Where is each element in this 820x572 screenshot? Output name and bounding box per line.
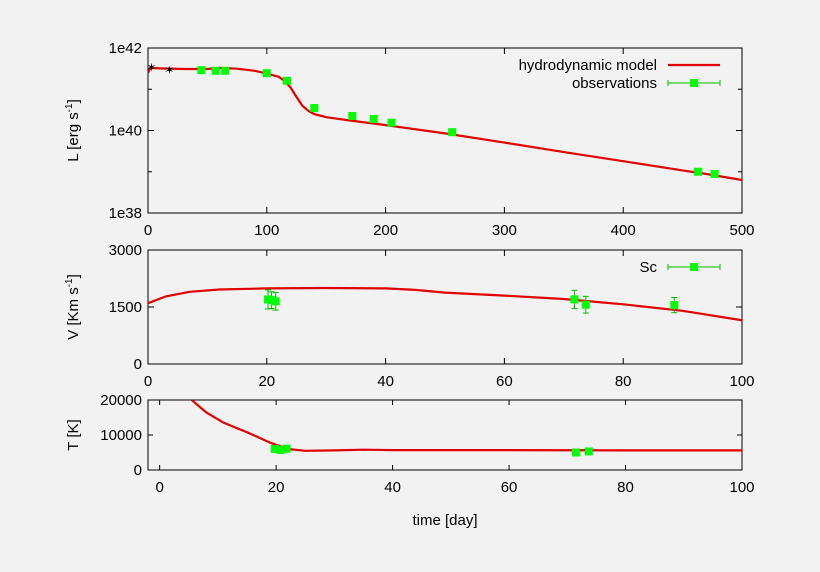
x-tick-label: 80 [617, 479, 634, 496]
observation-point [448, 128, 457, 137]
x-tick-label: 200 [373, 222, 398, 239]
x-tick-label: 400 [611, 222, 636, 239]
observation-point [710, 170, 719, 179]
early-observation-point: ✶ [164, 63, 174, 77]
y-tick-label: 3000 [109, 242, 142, 259]
observation-point [570, 295, 579, 304]
legend-point-swatch [690, 263, 698, 271]
legend-label: observations [572, 75, 657, 92]
x-tick-label: 40 [384, 479, 401, 496]
temperature-y-axis-label: T [K] [65, 419, 82, 450]
velocity-panel: 0 20 40 60 80 100 0 1500 3000 V [Km s-1] Sc [64, 242, 755, 390]
velocity-plot-area [148, 286, 742, 322]
observation-point [694, 167, 703, 176]
early-observation-point: ✶ [147, 60, 157, 74]
x-tick-label: 20 [258, 373, 275, 390]
y-tick-label: 10000 [100, 427, 142, 444]
y-tick-label: 1500 [109, 299, 142, 316]
temperature-plot-area [190, 400, 742, 457]
legend-label: hydrodynamic model [519, 57, 657, 74]
x-tick-label: 40 [377, 373, 394, 390]
y-tick-label: 1e42 [109, 40, 142, 57]
x-tick-label: 60 [496, 373, 513, 390]
luminosity-panel: 0 100 200 300 400 500 1e38 1e40 1e42 L [erg s-1] ✶… [64, 40, 755, 239]
velocity-y-axis-label: V [Km s-1] [64, 274, 82, 340]
observation-point [262, 69, 271, 78]
observation-point [348, 111, 357, 120]
x-tick-label: 80 [615, 373, 632, 390]
observation-point [211, 66, 220, 75]
observation-point [282, 76, 291, 85]
luminosity-plot-area: ✶ ✶ [147, 60, 742, 182]
y-tick-label: 0 [134, 356, 142, 373]
y-tick-label: 20000 [100, 392, 142, 409]
x-axis-label: time [day] [412, 512, 477, 529]
y-tick-label: 0 [134, 462, 142, 479]
observation-point [387, 118, 396, 127]
temperature-frame [147, 399, 743, 471]
luminosity-model-line [148, 66, 742, 182]
observation-point [572, 448, 581, 457]
observation-point [271, 297, 280, 306]
observation-point [197, 66, 206, 75]
legend-label: Sc [639, 259, 657, 276]
x-tick-label: 300 [492, 222, 517, 239]
x-tick-label: 20 [268, 479, 285, 496]
y-tick-label: 1e40 [109, 123, 142, 140]
x-tick-label: 100 [729, 479, 754, 496]
x-tick-label: 0 [155, 479, 163, 496]
observation-point [584, 447, 593, 456]
observation-point [221, 66, 230, 75]
x-tick-label: 0 [144, 222, 152, 239]
observation-point [267, 296, 276, 305]
observation-point [369, 115, 378, 124]
x-tick-label: 0 [144, 373, 152, 390]
temperature-panel: 0 20 40 60 80 100 0 10000 20000 T [K] time [day] [65, 392, 755, 529]
observation-point [670, 301, 679, 310]
x-tick-label: 500 [729, 222, 754, 239]
temperature-model-line [190, 400, 742, 452]
x-tick-label: 100 [254, 222, 279, 239]
observation-point [282, 444, 291, 453]
observation-point [310, 104, 319, 113]
legend-point-swatch [690, 79, 698, 87]
observation-point [276, 446, 285, 455]
observation-point [270, 445, 279, 453]
x-tick-label: 60 [501, 479, 518, 496]
y-tick-label: 1e38 [109, 205, 142, 222]
observation-point [581, 300, 590, 309]
luminosity-y-axis-label: L [erg s-1] [64, 99, 82, 162]
velocity-model-line [148, 286, 742, 322]
x-tick-label: 100 [729, 373, 754, 390]
